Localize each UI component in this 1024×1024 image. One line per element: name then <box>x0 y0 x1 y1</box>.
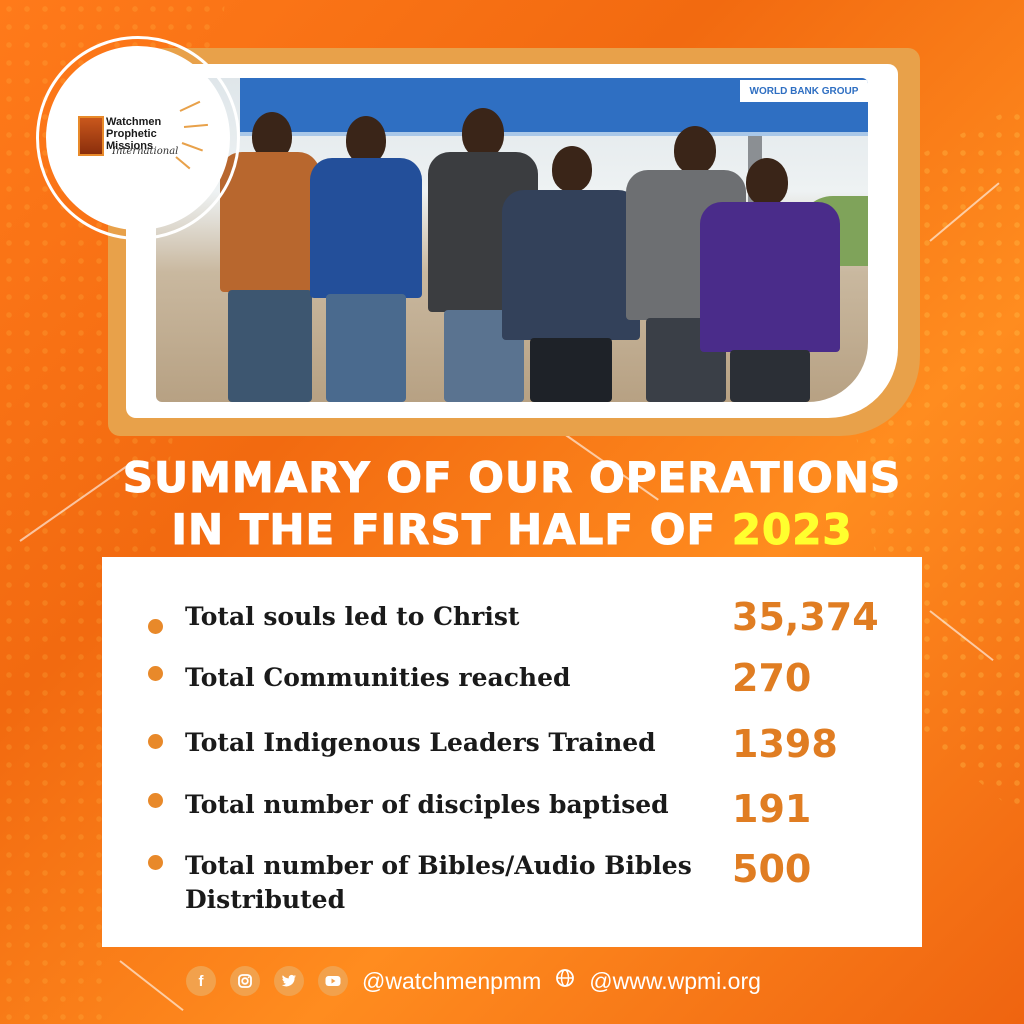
headline-line-1: SUMMARY OF OUR OPERATIONS <box>122 453 902 503</box>
person <box>696 158 846 402</box>
person <box>496 146 646 402</box>
person <box>306 116 426 402</box>
stats-card: Total souls led to Christ 35,374 Total C… <box>102 557 922 947</box>
website-link[interactable]: @www.wpmi.org <box>589 967 761 994</box>
headline-line-2-prefix: IN THE FIRST HALF OF <box>171 505 732 555</box>
stat-label: Total Communities reached <box>185 663 571 692</box>
logo-badge <box>46 46 230 230</box>
bullet-icon <box>148 793 163 808</box>
light-streak <box>119 960 184 1012</box>
group-photo: WORLD BANK GROUP <box>156 78 868 402</box>
stat-value: 1398 <box>732 722 838 766</box>
youtube-icon[interactable] <box>318 966 348 996</box>
bullet-icon <box>148 734 163 749</box>
stat-value: 500 <box>732 847 812 891</box>
facebook-icon[interactable]: f <box>186 966 216 996</box>
twitter-icon[interactable] <box>274 966 304 996</box>
stat-label: Total number of Bibles/Audio Bibles Dist… <box>185 851 692 914</box>
bullet-icon <box>148 619 163 634</box>
bullet-icon <box>148 666 163 681</box>
sign-label: WORLD BANK GROUP <box>740 80 868 102</box>
logo-script: International <box>112 146 179 157</box>
person <box>214 112 324 402</box>
headline-line-2: IN THE FIRST HALF OF 2023 <box>0 504 1024 556</box>
sign-board: WORLD BANK GROUP <box>240 78 868 136</box>
globe-icon <box>555 968 575 994</box>
stat-value: 191 <box>732 787 812 831</box>
headline: SUMMARY OF OUR OPERATIONS IN THE FIRST H… <box>0 452 1024 556</box>
bullet-icon <box>148 855 163 870</box>
logo-name-line: Watchmen <box>106 116 162 128</box>
footer: f @watchmenpmm @www.wpmi.org <box>186 962 761 1000</box>
logo-emblem-icon <box>78 116 104 156</box>
logo-name-line: Missions <box>106 140 154 152</box>
logo-ring <box>36 36 240 240</box>
logo-name-line: Prophetic <box>106 128 157 140</box>
headline-year: 2023 <box>731 505 853 555</box>
logo-name: Watchmen Prophetic Missions <box>106 116 161 152</box>
stat-label: Total souls led to Christ <box>185 602 520 631</box>
stat-value: 270 <box>732 656 812 700</box>
stat-label: Total Indigenous Leaders Trained <box>185 728 656 757</box>
instagram-icon[interactable] <box>230 966 260 996</box>
stat-label: Total number of disciples baptised <box>185 790 669 819</box>
stat-value: 35,374 <box>732 595 879 639</box>
social-handle[interactable]: @watchmenpmm <box>362 967 542 994</box>
